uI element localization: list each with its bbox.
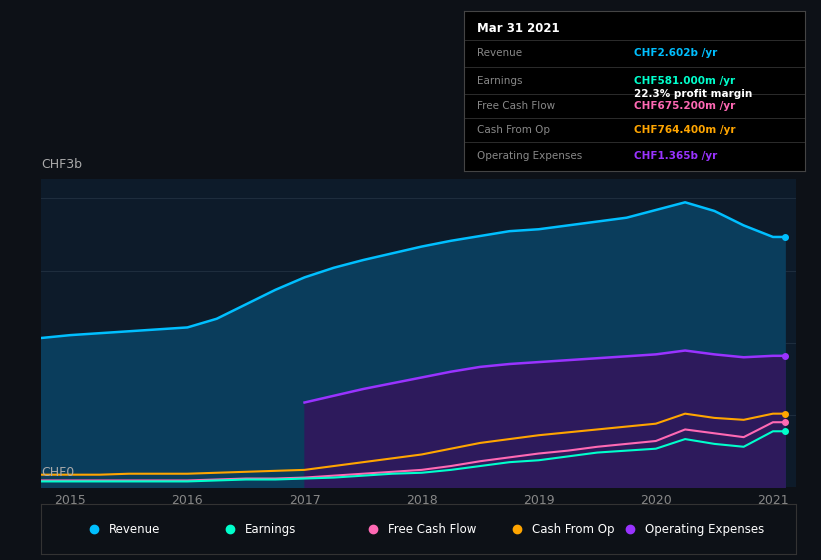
Text: CHF3b: CHF3b [41,158,82,171]
Text: CHF581.000m /yr: CHF581.000m /yr [635,76,736,86]
Text: Revenue: Revenue [109,522,160,536]
Text: Revenue: Revenue [478,49,523,58]
Text: Free Cash Flow: Free Cash Flow [478,101,556,111]
Text: CHF675.200m /yr: CHF675.200m /yr [635,101,736,111]
Text: 22.3% profit margin: 22.3% profit margin [635,89,753,99]
Text: CHF2.602b /yr: CHF2.602b /yr [635,49,718,58]
Text: Operating Expenses: Operating Expenses [645,522,764,536]
Text: CHF764.400m /yr: CHF764.400m /yr [635,125,736,135]
Text: Cash From Op: Cash From Op [532,522,614,536]
Text: CHF0: CHF0 [41,466,74,479]
Text: Cash From Op: Cash From Op [478,125,551,135]
Text: Operating Expenses: Operating Expenses [478,151,583,161]
Text: Earnings: Earnings [245,522,296,536]
Text: Mar 31 2021: Mar 31 2021 [478,22,560,35]
Text: Free Cash Flow: Free Cash Flow [388,522,477,536]
Text: CHF1.365b /yr: CHF1.365b /yr [635,151,718,161]
Text: Earnings: Earnings [478,76,523,86]
